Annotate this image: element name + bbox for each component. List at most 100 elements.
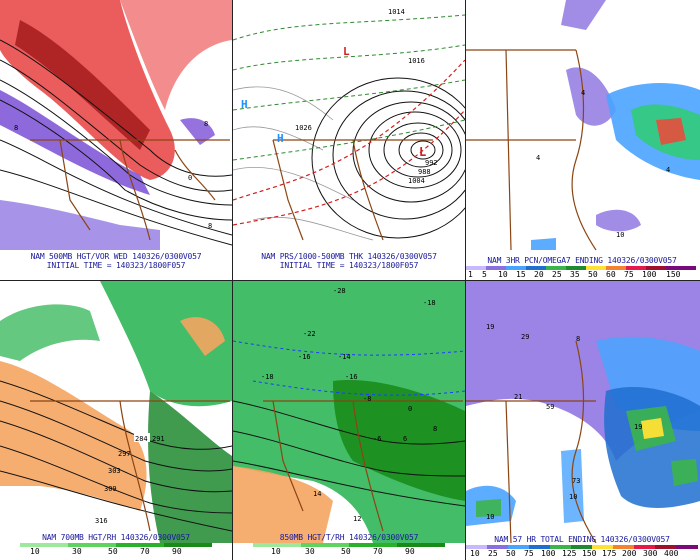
height-label: 284 xyxy=(135,435,148,443)
temp-label: 6 xyxy=(403,435,407,443)
temp-label: 12 xyxy=(353,515,361,523)
temp-label: -18 xyxy=(423,299,436,307)
total-precip-scale: 10 25 50 75 100 125 150 175 200 300 400 xyxy=(466,545,698,559)
scale-tick: 25 xyxy=(488,549,498,558)
total-precip-map: 19 29 21 59 8 73 10 19 10 xyxy=(466,281,700,543)
total-label: 29 xyxy=(521,333,529,341)
scale-tick: 15 xyxy=(516,270,526,279)
panel-pressure-thickness: L L H H 1014 1026 1016 992 1004 988 NAM … xyxy=(233,0,465,280)
low-center-north: L xyxy=(343,45,350,58)
low-center-east: L xyxy=(419,145,426,159)
caption-initial-time: INITIAL TIME = 140323/1800F057 xyxy=(279,261,419,270)
scale-tick: 25 xyxy=(552,270,562,279)
scale-tick: 35 xyxy=(570,270,580,279)
svg-text:8: 8 xyxy=(14,124,18,132)
scale-tick: 30 xyxy=(72,547,82,556)
scale-tick: 150 xyxy=(666,270,681,279)
caption-title: NAM 700MB HGT/RH 140326/0300V057 xyxy=(42,533,190,542)
temp-label: -16 xyxy=(345,373,358,381)
height-label: 309 xyxy=(104,485,117,493)
height-label: 303 xyxy=(108,467,121,475)
isobar-label: 1026 xyxy=(295,124,312,132)
rh-scale: 10 30 50 70 90 xyxy=(0,543,232,557)
rh-map: 284 291 297 303 309 316 xyxy=(0,281,232,543)
isobar-label: 1004 xyxy=(408,177,425,185)
isobar-label: 992 xyxy=(425,159,438,167)
svg-text:10: 10 xyxy=(616,231,624,239)
scale-tick: 70 xyxy=(373,547,383,556)
scale-tick: 300 xyxy=(643,549,658,558)
temp-rh-map: -28 -18 -22 -14 -16 -18 -16 -8 -6 0 6 8 … xyxy=(233,281,465,543)
svg-text:8: 8 xyxy=(208,222,212,230)
isobar-label: 988 xyxy=(418,168,431,176)
scale-tick: 50 xyxy=(108,547,118,556)
total-label: 10 xyxy=(486,513,494,521)
scale-tick: 30 xyxy=(305,547,315,556)
total-label: 19 xyxy=(486,323,494,331)
scale-tick: 10 xyxy=(271,547,281,556)
total-label: 10 xyxy=(569,493,577,501)
temp-label: -18 xyxy=(261,373,274,381)
panel-500mb-vorticity: 8 8 8 0 NAM 500MB HGT/VOR WED 140326/0300V0… xyxy=(0,0,232,280)
caption-initial-time: INITIAL TIME = 140323/1800F057 xyxy=(46,261,186,270)
precip-map: 4 4 10 4 xyxy=(466,0,700,256)
scale-tick: 10 xyxy=(30,547,40,556)
scale-tick: 90 xyxy=(172,547,182,556)
total-label: 8 xyxy=(576,335,580,343)
svg-text:4: 4 xyxy=(581,89,585,97)
pressure-map: L L H H 1014 1026 1016 992 1004 988 xyxy=(233,0,465,252)
scale-tick: 10 xyxy=(498,270,508,279)
panel-3hr-precip: 4 4 10 4 NAM 3HR PCN/OMEGA7 ENDING 140326/0… xyxy=(466,0,700,280)
panel-total-precip: 19 29 21 59 8 73 10 19 10 NAM 57 HR TOTA… xyxy=(466,281,700,560)
temp-label: -6 xyxy=(373,435,381,443)
caption-title: NAM 3HR PCN/OMEGA7 ENDING 140326/0300V05… xyxy=(487,256,677,265)
scale-tick: 150 xyxy=(582,549,597,558)
scale-tick: 125 xyxy=(562,549,577,558)
temp-label: -16 xyxy=(298,353,311,361)
temp-label: -8 xyxy=(363,395,371,403)
total-label: 19 xyxy=(634,423,642,431)
high-center-central: H xyxy=(277,132,284,145)
isobar-label: 1016 xyxy=(408,57,425,65)
height-label: 291 xyxy=(152,435,165,443)
caption-title: NAM 57 HR TOTAL ENDING 140326/0300V057 xyxy=(494,535,670,544)
height-label: 316 xyxy=(95,517,108,525)
high-center-west: H xyxy=(241,98,248,111)
svg-text:8: 8 xyxy=(204,120,208,128)
total-label: 21 xyxy=(514,393,522,401)
caption-title: NAM 500MB HGT/VOR WED 140326/0300V057 xyxy=(30,252,202,261)
svg-text:4: 4 xyxy=(666,166,670,174)
scale-tick: 1 xyxy=(468,270,473,279)
temp-label: 8 xyxy=(433,425,437,433)
panel-700mb-rh: 284 291 297 303 309 316 NAM 700MB HGT/RH… xyxy=(0,281,232,560)
scale-tick: 50 xyxy=(588,270,598,279)
scale-tick: 175 xyxy=(602,549,617,558)
temp-label: 0 xyxy=(408,405,412,413)
temp-label: 14 xyxy=(313,490,321,498)
isobar-label: 1014 xyxy=(388,8,405,16)
scale-tick: 50 xyxy=(341,547,351,556)
scale-tick: 20 xyxy=(534,270,544,279)
svg-text:4: 4 xyxy=(536,154,540,162)
temp-label: -22 xyxy=(303,330,316,338)
panel-divider xyxy=(0,280,700,281)
caption-title: 850MB HGT/T/RH 140326/0300V057 xyxy=(279,533,419,542)
temp-label: -28 xyxy=(333,287,346,295)
scale-tick: 70 xyxy=(140,547,150,556)
scale-tick: 75 xyxy=(624,270,634,279)
scale-tick: 60 xyxy=(606,270,616,279)
vorticity-map: 8 8 8 0 xyxy=(0,0,232,252)
precip-scale: 1 5 10 15 20 25 35 50 60 75 100 150 xyxy=(466,266,698,280)
total-label: 73 xyxy=(572,477,580,485)
scale-tick: 100 xyxy=(541,549,556,558)
scale-tick: 75 xyxy=(524,549,534,558)
scale-tick: 100 xyxy=(642,270,657,279)
scale-tick: 5 xyxy=(482,270,487,279)
scale-tick: 10 xyxy=(470,549,480,558)
scale-tick: 200 xyxy=(622,549,637,558)
scale-tick: 400 xyxy=(664,549,679,558)
height-label: 297 xyxy=(118,450,131,458)
svg-text:0: 0 xyxy=(188,174,192,182)
scale-tick: 50 xyxy=(506,549,516,558)
panel-850mb-temp: -28 -18 -22 -14 -16 -18 -16 -8 -6 0 6 8 … xyxy=(233,281,465,560)
